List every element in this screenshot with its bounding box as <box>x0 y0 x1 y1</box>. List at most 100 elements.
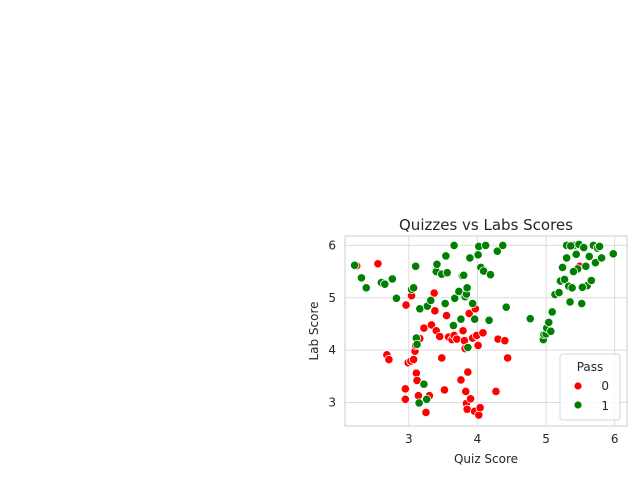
data-point-pass-0 <box>430 306 440 316</box>
data-point-pass-1 <box>485 270 496 280</box>
data-point-pass-0 <box>464 308 474 319</box>
data-point-pass-1 <box>567 283 577 293</box>
data-point-pass-1 <box>419 379 429 389</box>
y-tick-label: 6 <box>328 238 336 252</box>
data-point-pass-1 <box>414 398 424 408</box>
data-point-pass-0 <box>452 334 462 344</box>
data-point-pass-1 <box>361 283 371 293</box>
data-point-pass-1 <box>571 249 581 259</box>
data-point-pass-0 <box>401 300 411 310</box>
data-point-pass-1 <box>581 261 591 271</box>
y-tick-label: 3 <box>328 395 336 409</box>
data-point-pass-1 <box>525 314 535 324</box>
data-point-pass-1 <box>380 279 390 289</box>
data-point-pass-1 <box>356 273 367 283</box>
chart-title: Quizzes vs Labs Scores <box>399 216 573 234</box>
x-tick-label: 5 <box>542 432 550 446</box>
data-point-pass-1 <box>590 258 601 268</box>
data-point-pass-1 <box>568 266 579 277</box>
data-point-pass-1 <box>441 251 451 261</box>
x-tick-label: 3 <box>405 432 413 446</box>
data-point-pass-0 <box>503 353 513 363</box>
data-point-pass-0 <box>441 310 452 321</box>
data-point-pass-0 <box>400 384 410 394</box>
data-point-pass-0 <box>462 404 472 414</box>
data-point-pass-1 <box>456 314 466 324</box>
data-point-pass-0 <box>409 354 419 365</box>
data-point-pass-1 <box>562 253 572 263</box>
data-point-pass-1 <box>473 250 483 260</box>
data-point-pass-0 <box>373 259 383 269</box>
data-point-pass-1 <box>492 246 502 256</box>
data-point-pass-1 <box>547 307 557 317</box>
tick-labels: 3 4 5 6 3 4 5 6 <box>328 238 618 446</box>
data-point-pass-0 <box>421 407 431 417</box>
data-point-pass-1 <box>586 275 596 286</box>
data-point-pass-1 <box>579 242 589 253</box>
data-point-pass-1 <box>544 317 554 327</box>
data-point-pass-1 <box>498 240 508 251</box>
data-point-pass-1 <box>462 283 472 293</box>
data-point-pass-0 <box>458 326 468 336</box>
data-point-pass-1 <box>442 268 452 278</box>
legend-marker-0 <box>573 381 583 391</box>
y-tick-label: 4 <box>328 343 336 357</box>
data-point-pass-1 <box>415 304 425 314</box>
data-point-pass-1 <box>577 282 588 292</box>
legend-marker-1 <box>573 400 583 410</box>
data-point-pass-1 <box>449 240 459 251</box>
data-point-pass-1 <box>465 253 475 263</box>
data-point-pass-0 <box>439 385 450 395</box>
data-point-pass-1 <box>584 251 594 262</box>
data-point-pass-0 <box>500 336 510 346</box>
data-point-pass-1 <box>350 260 360 270</box>
data-point-pass-0 <box>435 331 445 342</box>
data-point-pass-1 <box>411 261 421 271</box>
data-point-pass-0 <box>456 375 466 385</box>
data-point-pass-0 <box>465 394 476 404</box>
y-axis-label: Lab Score <box>307 301 321 360</box>
data-point-pass-0 <box>478 328 488 338</box>
data-point-pass-0 <box>419 323 429 333</box>
data-point-pass-1 <box>470 314 480 324</box>
data-point-pass-1 <box>546 326 556 336</box>
x-tick-label: 6 <box>611 432 619 446</box>
x-tick-label: 4 <box>474 432 482 446</box>
data-point-pass-1 <box>459 270 469 280</box>
data-point-pass-1 <box>448 320 459 331</box>
data-point-pass-1 <box>412 339 422 349</box>
data-point-pass-0 <box>475 403 485 413</box>
data-point-pass-0 <box>384 354 394 365</box>
data-point-pass-0 <box>491 386 501 397</box>
data-points <box>350 239 618 420</box>
data-point-pass-1 <box>426 295 436 305</box>
data-point-pass-1 <box>565 297 575 307</box>
data-point-pass-0 <box>437 353 447 363</box>
data-point-pass-1 <box>409 283 419 293</box>
data-point-pass-1 <box>597 253 607 263</box>
data-point-pass-1 <box>468 298 478 309</box>
legend-label-1: 1 <box>601 399 609 413</box>
data-point-pass-1 <box>391 293 402 303</box>
data-point-pass-1 <box>566 241 576 251</box>
x-axis-label: Quiz Score <box>454 452 518 466</box>
data-point-pass-1 <box>557 262 568 273</box>
data-point-pass-1 <box>577 298 587 309</box>
data-point-pass-1 <box>501 302 511 312</box>
legend: Pass 0 1 <box>559 353 621 421</box>
data-point-pass-1 <box>432 259 442 269</box>
data-point-pass-0 <box>400 394 410 404</box>
legend-label-0: 0 <box>601 379 609 393</box>
data-point-pass-1 <box>387 274 397 284</box>
data-point-pass-1 <box>422 394 432 404</box>
y-tick-label: 5 <box>328 291 336 305</box>
data-point-pass-0 <box>461 386 471 397</box>
data-point-pass-0 <box>473 340 483 350</box>
data-point-pass-1 <box>554 287 564 298</box>
data-point-pass-0 <box>429 288 439 298</box>
data-point-pass-0 <box>463 367 473 377</box>
data-point-pass-1 <box>481 240 491 251</box>
data-point-pass-1 <box>559 274 570 285</box>
data-point-pass-1 <box>450 293 460 303</box>
